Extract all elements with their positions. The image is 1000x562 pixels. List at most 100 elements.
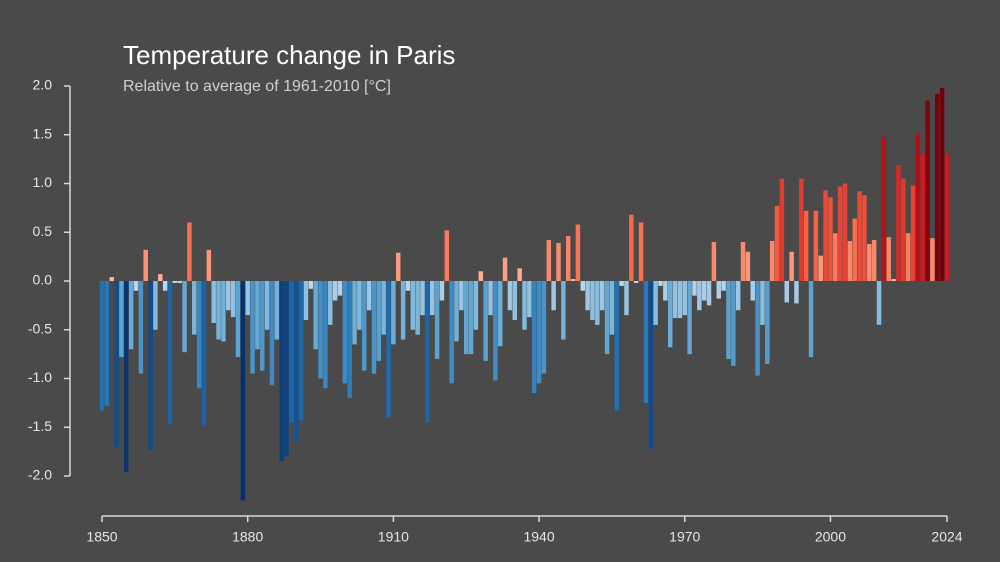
- bar: [813, 210, 819, 281]
- bar: [556, 242, 561, 281]
- bar: [658, 281, 663, 286]
- bar: [512, 281, 518, 320]
- bar: [818, 255, 823, 281]
- bar: [308, 281, 314, 289]
- bar: [847, 241, 853, 281]
- bar: [497, 281, 503, 347]
- bar: [245, 281, 250, 316]
- bar: [769, 241, 775, 281]
- bar: [901, 178, 906, 281]
- bar: [366, 281, 372, 311]
- bar: [697, 281, 702, 311]
- bar: [939, 87, 945, 281]
- bar: [915, 132, 921, 281]
- bar: [289, 281, 294, 423]
- bar: [837, 186, 843, 281]
- bar: [483, 281, 488, 361]
- bar: [357, 281, 362, 330]
- bar: [677, 281, 683, 319]
- bar: [833, 233, 838, 281]
- bar: [595, 281, 600, 325]
- bar: [269, 281, 275, 386]
- bar: [468, 281, 474, 355]
- bar: [429, 281, 435, 316]
- bar: [206, 249, 212, 281]
- bar: [735, 281, 741, 311]
- bar: [672, 281, 678, 319]
- bar: [221, 281, 226, 342]
- bar: [633, 281, 639, 283]
- bar: [828, 197, 833, 281]
- y-tick-label: 1.5: [33, 125, 53, 141]
- bar: [376, 281, 382, 361]
- bar: [196, 281, 202, 389]
- bar: [362, 281, 367, 371]
- bar: [881, 136, 887, 281]
- bar: [580, 281, 586, 291]
- bar: [425, 281, 430, 423]
- bar: [400, 281, 406, 340]
- bar: [114, 281, 119, 447]
- bar: [905, 233, 911, 281]
- bar: [318, 281, 323, 379]
- bar: [502, 257, 508, 281]
- x-tick-label: 2000: [815, 529, 846, 545]
- bar: [541, 281, 547, 374]
- bar: [716, 281, 721, 299]
- bar: [638, 222, 644, 281]
- bar: [240, 281, 246, 501]
- y-tick-label: 0.5: [33, 223, 53, 239]
- bar: [109, 277, 114, 281]
- chart-subtitle: Relative to average of 1961-2010 [°C]: [123, 78, 391, 95]
- bar: [274, 281, 280, 340]
- bar: [352, 281, 357, 345]
- bar: [187, 222, 192, 281]
- y-tick-label: -1.0: [28, 369, 52, 385]
- bar: [522, 281, 527, 330]
- bar: [298, 281, 304, 421]
- bar: [303, 281, 309, 320]
- bar: [527, 281, 532, 318]
- bar: [823, 190, 828, 281]
- y-tick-label: -0.5: [28, 320, 52, 336]
- bar: [944, 154, 950, 281]
- bar: [148, 281, 153, 450]
- bar: [896, 164, 901, 281]
- bar: [124, 281, 129, 473]
- bar: [264, 281, 270, 330]
- bar: [682, 281, 687, 316]
- bar: [405, 281, 411, 291]
- bar: [721, 281, 726, 291]
- bar: [473, 281, 479, 330]
- bar: [454, 281, 459, 342]
- bar: [760, 281, 765, 325]
- bar: [104, 281, 110, 406]
- bar: [604, 281, 610, 355]
- bar: [172, 281, 178, 283]
- bar: [235, 281, 241, 358]
- bar: [463, 281, 469, 355]
- bar: [546, 240, 552, 281]
- bar: [226, 281, 231, 311]
- bar: [648, 281, 653, 449]
- x-tick-label: 1910: [378, 529, 409, 545]
- bar: [211, 281, 216, 323]
- bar: [701, 281, 707, 301]
- bar: [590, 281, 595, 320]
- bar: [799, 178, 804, 281]
- bar: [619, 281, 624, 286]
- bar: [493, 281, 498, 381]
- bar: [910, 185, 916, 281]
- bar: [192, 281, 197, 335]
- bar: [857, 191, 862, 281]
- bar: [789, 251, 794, 281]
- bar: [706, 281, 712, 306]
- bar: [711, 242, 717, 281]
- bar: [230, 281, 236, 318]
- bar: [575, 224, 581, 281]
- bar: [862, 195, 867, 281]
- bar: [99, 281, 105, 411]
- bar: [138, 281, 144, 374]
- bar: [663, 281, 668, 301]
